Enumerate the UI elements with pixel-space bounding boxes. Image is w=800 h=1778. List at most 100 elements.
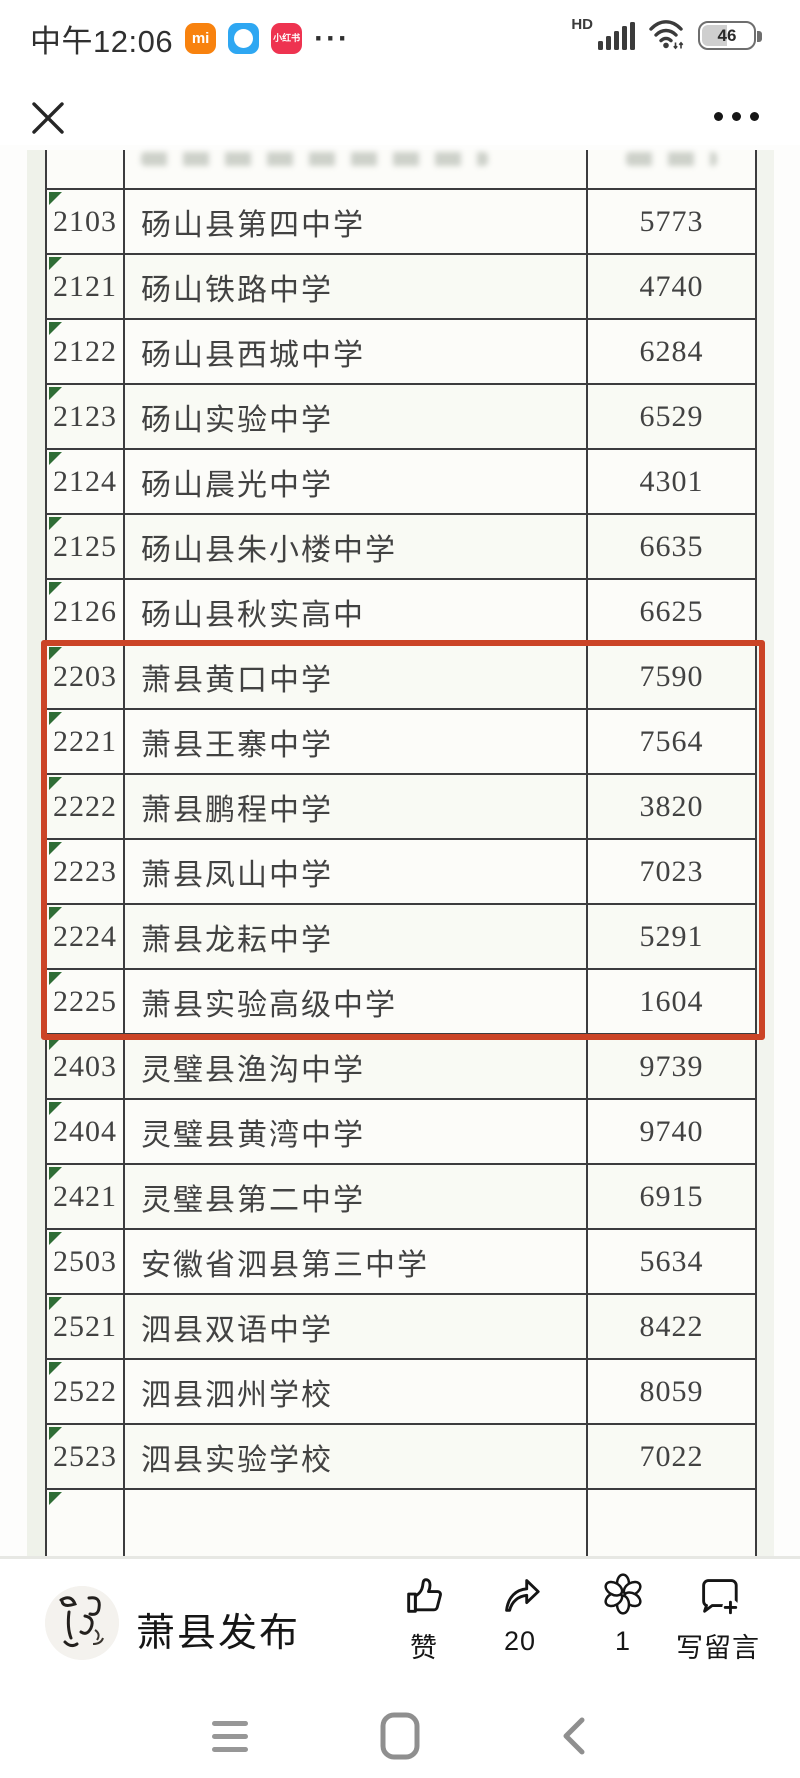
close-icon <box>32 102 64 134</box>
blurred-text <box>625 152 718 166</box>
status-bar-left: 中午12:06 mi 小红书 ··· <box>30 16 350 61</box>
school-value-cell: 5291 <box>639 919 704 953</box>
system-nav-bar <box>0 1692 800 1778</box>
back-button[interactable] <box>543 1710 603 1762</box>
school-code-cell: 2203 <box>47 645 125 708</box>
table-row: 2221 萧县王寨中学 7564 <box>47 710 755 775</box>
table-row: 2222 萧县鹏程中学 3820 <box>47 775 755 840</box>
share-count: 20 <box>503 1626 537 1656</box>
school-name-cell: 砀山县秋实高中 <box>125 580 588 643</box>
like-label: 赞 <box>410 1633 438 1663</box>
school-name-cell <box>125 1490 588 1556</box>
signal-bars-icon: HD <box>571 16 635 50</box>
clock-time: 中午12:06 <box>30 24 174 59</box>
school-code-cell <box>47 1490 125 1556</box>
table-left-margin <box>27 150 45 1556</box>
more-dot <box>750 112 759 121</box>
school-code-cell: 2222 <box>47 775 125 838</box>
school-value-cell: 6915 <box>639 1179 704 1213</box>
table-row-cropped <box>47 150 755 190</box>
signal-strength-bars <box>598 19 635 50</box>
table-row: 2122 砀山县西城中学 6284 <box>47 320 755 385</box>
account-avatar[interactable] <box>45 1586 119 1660</box>
share-button[interactable]: 20 <box>472 1571 568 1657</box>
close-button[interactable] <box>26 96 70 140</box>
school-code-cell: 2223 <box>47 840 125 903</box>
school-code-cell: 2121 <box>47 255 125 318</box>
school-code-cell: 2403 <box>47 1035 125 1098</box>
school-name-cell: 灵璧县渔沟中学 <box>125 1035 588 1098</box>
school-code-cell: 2122 <box>47 320 125 383</box>
school-value-cell: 5773 <box>639 204 704 238</box>
section-divider <box>0 1556 800 1559</box>
school-name-cell: 萧县实验高级中学 <box>125 970 588 1033</box>
like-button[interactable]: 赞 <box>376 1571 472 1665</box>
school-value-cell: 9740 <box>639 1114 704 1148</box>
avatar-calligraphy <box>45 1586 119 1660</box>
school-name-cell: 砀山县朱小楼中学 <box>125 515 588 578</box>
school-value-cell: 7564 <box>639 724 704 758</box>
school-name-cell: 灵璧县黄湾中学 <box>125 1100 588 1163</box>
more-dot <box>714 112 723 121</box>
school-name-cell: 砀山实验中学 <box>125 385 588 448</box>
school-name-cell: 泗县双语中学 <box>125 1295 588 1358</box>
table-row: 2124 砀山晨光中学 4301 <box>47 450 755 515</box>
thumbs-up-icon <box>407 1578 442 1613</box>
school-name-cell: 泗县实验学校 <box>125 1425 588 1488</box>
account-name[interactable]: 萧县发布 <box>136 1612 301 1655</box>
school-value-cell: 4301 <box>639 464 704 498</box>
comment-plus-icon <box>702 1579 739 1616</box>
school-name-cell: 萧县鹏程中学 <box>125 775 588 838</box>
table-row-empty <box>47 1490 755 1556</box>
home-button[interactable] <box>370 1710 430 1762</box>
school-code-cell: 2522 <box>47 1360 125 1423</box>
school-value-cell: 3820 <box>639 789 704 823</box>
back-chevron-icon <box>563 1717 585 1755</box>
more-menu-button[interactable] <box>714 112 759 121</box>
share-arrow-icon <box>505 1579 540 1612</box>
home-icon <box>380 1712 420 1760</box>
school-code-cell: 2225 <box>47 970 125 1033</box>
table-row: 2523 泗县实验学校 7022 <box>47 1425 755 1490</box>
school-code-cell: 2124 <box>47 450 125 513</box>
article-footer: 萧县发布 赞 20 <box>0 1559 800 1709</box>
xiaohongshu-app-icon: 小红书 <box>271 23 303 54</box>
table-row: 2125 砀山县朱小楼中学 6635 <box>47 515 755 580</box>
battery-percent: 46 <box>717 25 737 45</box>
hd-volte-indicator: HD <box>571 16 593 33</box>
table-right-margin <box>757 150 774 1556</box>
school-value-cell: 9739 <box>639 1049 704 1083</box>
comment-button[interactable]: 写留言 <box>670 1571 766 1665</box>
school-code-cell: 2404 <box>47 1100 125 1163</box>
school-value-cell: 7022 <box>639 1439 704 1473</box>
school-name-cell: 灵璧县第二中学 <box>125 1165 588 1228</box>
school-name-cell: 萧县黄口中学 <box>125 645 588 708</box>
school-code-cell: 2523 <box>47 1425 125 1488</box>
school-value-cell: 7590 <box>639 659 704 693</box>
blurred-text <box>141 152 489 166</box>
table-row: 2403 灵璧县渔沟中学 9739 <box>47 1035 755 1100</box>
browser-app-icon <box>228 23 260 54</box>
battery-nub <box>757 31 762 42</box>
school-name-cell: 萧县凤山中学 <box>125 840 588 903</box>
school-name-cell: 砀山晨光中学 <box>125 450 588 513</box>
school-name-cell <box>125 150 588 188</box>
school-name-cell: 萧县王寨中学 <box>125 710 588 773</box>
table-row: 2203 萧县黄口中学 7590 <box>47 645 755 710</box>
table-row: 2225 萧县实验高级中学 1604 <box>47 970 755 1035</box>
table-row: 2224 萧县龙耘中学 5291 <box>47 905 755 970</box>
wow-button[interactable]: 1 <box>575 1571 671 1657</box>
school-name-cell: 泗县泗州学校 <box>125 1360 588 1423</box>
school-value-cell: 6625 <box>639 594 704 628</box>
school-name-cell: 萧县龙耘中学 <box>125 905 588 968</box>
battery-icon: 46 <box>698 21 762 50</box>
school-code-cell: 2221 <box>47 710 125 773</box>
school-value-cell: 8422 <box>639 1309 704 1343</box>
recents-menu-icon <box>212 1720 248 1752</box>
table-row: 2121 砀山铁路中学 4740 <box>47 255 755 320</box>
school-name-cell: 砀山铁路中学 <box>125 255 588 318</box>
battery-fill-level <box>702 25 727 46</box>
school-code-cell: 2123 <box>47 385 125 448</box>
school-name-cell: 砀山县西城中学 <box>125 320 588 383</box>
recents-button[interactable] <box>200 1710 260 1762</box>
